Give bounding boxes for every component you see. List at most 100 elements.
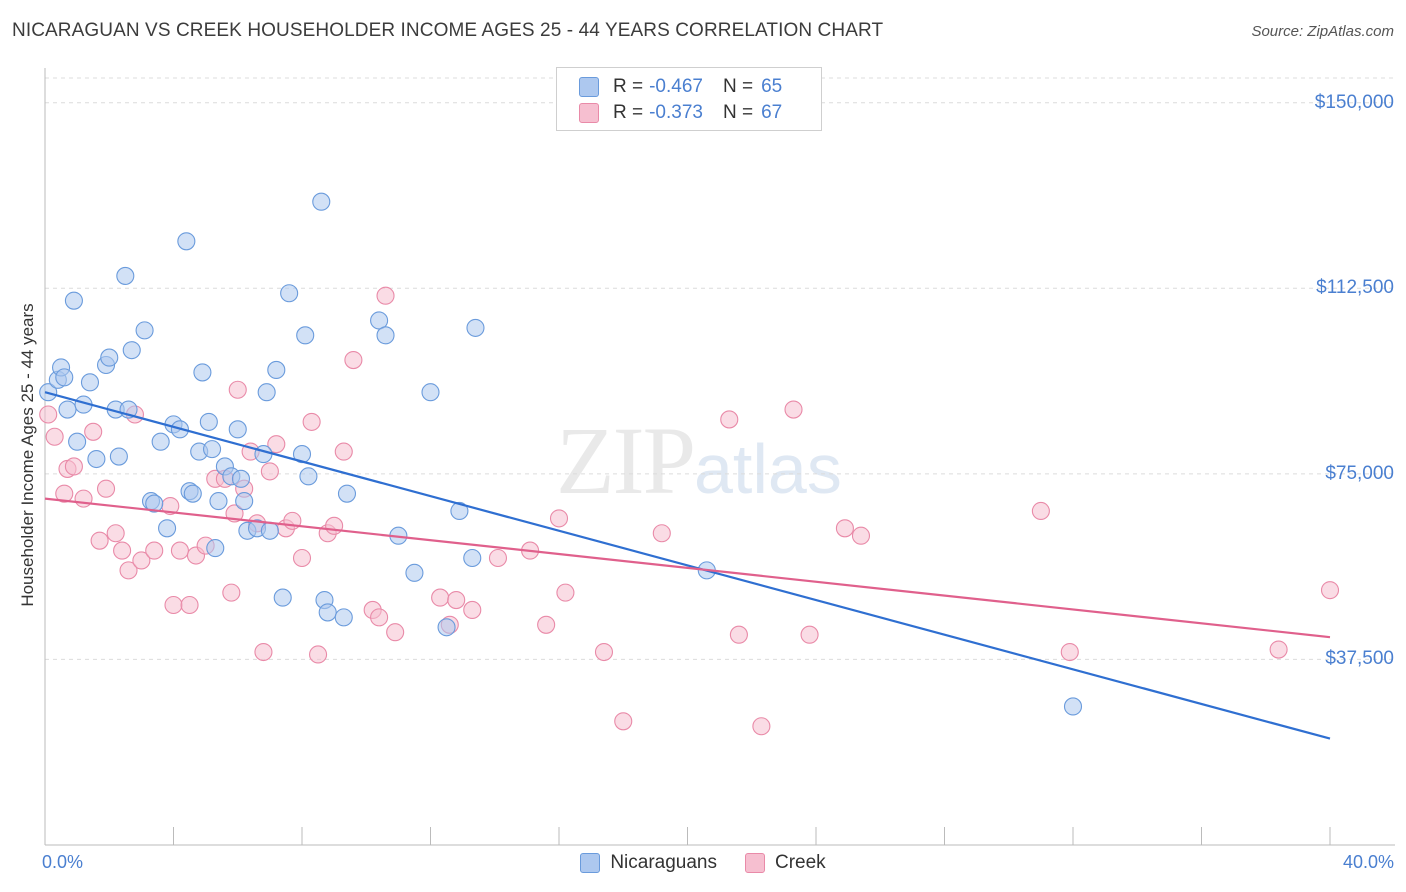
creek-point [1320, 581, 1340, 600]
legend-item-creek[interactable]: Creek [744, 852, 826, 874]
creek-point [549, 509, 569, 528]
nicaraguan-point [199, 412, 218, 431]
y-tick-label: $75,000 [1325, 462, 1394, 484]
x-tick-max: 40.0% [1342, 852, 1394, 872]
nicaraguan-point [177, 232, 196, 251]
legend-n-value: 65 [761, 76, 783, 97]
creek-point [729, 625, 748, 644]
y-tick-label: $150,000 [1314, 91, 1394, 113]
creek-point [113, 541, 132, 560]
legend-item-nicaraguans[interactable]: Nicaraguans [580, 852, 717, 874]
nicaraguan-point [257, 383, 276, 402]
nicaraguan-trend-line [44, 391, 1331, 740]
nicaraguan-point [260, 521, 279, 540]
nicaraguan-point [209, 492, 228, 511]
nicaraguan-point [135, 321, 154, 340]
y-axis-label: Householder Income Ages 25 - 44 years [18, 303, 37, 607]
creek-point [720, 410, 739, 429]
axes [44, 68, 1395, 846]
nicaraguan-point [337, 484, 357, 503]
legend-swatch-nicaraguans [579, 77, 599, 97]
nicaraguan-point [280, 284, 299, 303]
creek-point [64, 457, 83, 476]
creek-point [84, 422, 103, 441]
nicaraguan-point [109, 447, 128, 466]
creek-point [556, 583, 575, 602]
creek-point [119, 561, 138, 580]
y-tick-label: $37,500 [1325, 648, 1394, 670]
legend-n-label: N = [722, 102, 754, 123]
creek-point [170, 541, 189, 560]
creek-point [1031, 501, 1050, 521]
creek-point [222, 583, 241, 602]
nicaraguan-point [58, 400, 77, 419]
trend-lines [44, 391, 1331, 740]
creek-point [835, 519, 854, 538]
nicaraguan-point [87, 449, 106, 469]
chart-title: NICARAGUAN VS CREEK HOUSEHOLDER INCOME A… [12, 20, 884, 41]
creek-point [309, 645, 328, 664]
creek-point [145, 541, 164, 560]
nicaraguan-point [376, 326, 395, 345]
nicaraguan-point [203, 440, 222, 459]
nicaraguan-point [254, 445, 273, 464]
chart-source: Source: ZipAtlas.com [1251, 23, 1394, 40]
creek-point [292, 548, 312, 568]
nicaraguan-point [158, 519, 177, 538]
nicaraguan-point [183, 484, 202, 503]
creek-point [132, 551, 151, 570]
creek-point [431, 588, 450, 607]
nicaraguan-point [421, 383, 440, 402]
creek-point [254, 642, 273, 662]
nicaraguan-point [235, 492, 254, 511]
creek-point [1060, 642, 1079, 662]
creek-point [228, 380, 247, 399]
nicaraguan-point [273, 588, 292, 607]
creek-point [594, 642, 614, 662]
creek-point [96, 479, 116, 498]
creek-point [302, 412, 321, 431]
creek-point [260, 462, 279, 481]
nicaraguan-point [463, 548, 482, 568]
creek-point [537, 615, 556, 634]
nicaraguan-point [466, 318, 485, 337]
nicaraguan-point [68, 432, 87, 451]
nicaraguan-point [450, 501, 469, 521]
creek-point [447, 591, 466, 610]
nicaraguan-point [312, 192, 331, 211]
creek-point [334, 442, 353, 461]
nicaraguan-point [193, 363, 212, 382]
creek-point [652, 524, 671, 543]
nicaraguan-point [145, 494, 164, 513]
legend-row-nicaraguans: R = -0.467 N = 65 [579, 75, 782, 99]
nicaraguan-point [55, 368, 74, 387]
creek-point [90, 531, 109, 550]
nicaraguan-points [39, 192, 1083, 716]
nicaraguan-point [64, 291, 83, 310]
creek-point [614, 712, 633, 731]
creek-point [752, 717, 771, 736]
creek-point [45, 427, 64, 446]
nicaraguan-point [1063, 697, 1083, 716]
stats-legend: R = -0.467 N = 65 R = -0.373 N = 67 [556, 67, 822, 131]
creek-point [370, 608, 389, 627]
legend-r-value: -0.467 [649, 76, 703, 97]
x-tick-min: 0.0% [42, 852, 84, 872]
creek-point [800, 625, 819, 644]
creek-trend-line [44, 497, 1331, 639]
creek-point [106, 524, 125, 543]
watermark-zip: ZIP [556, 407, 696, 514]
creek-point [386, 623, 405, 642]
nicaraguan-point [296, 326, 315, 345]
legend-swatch-creek [579, 103, 599, 123]
creek-point [180, 595, 199, 615]
nicaraguan-point [206, 539, 225, 558]
creek-point [267, 435, 286, 454]
nicaraguan-point [116, 266, 135, 285]
creek-point [1269, 640, 1288, 659]
legend-r-value: -0.373 [649, 102, 703, 123]
legend-swatch-creek [744, 853, 765, 873]
creek-point [463, 600, 482, 620]
legend-r-label: R = [613, 76, 644, 97]
